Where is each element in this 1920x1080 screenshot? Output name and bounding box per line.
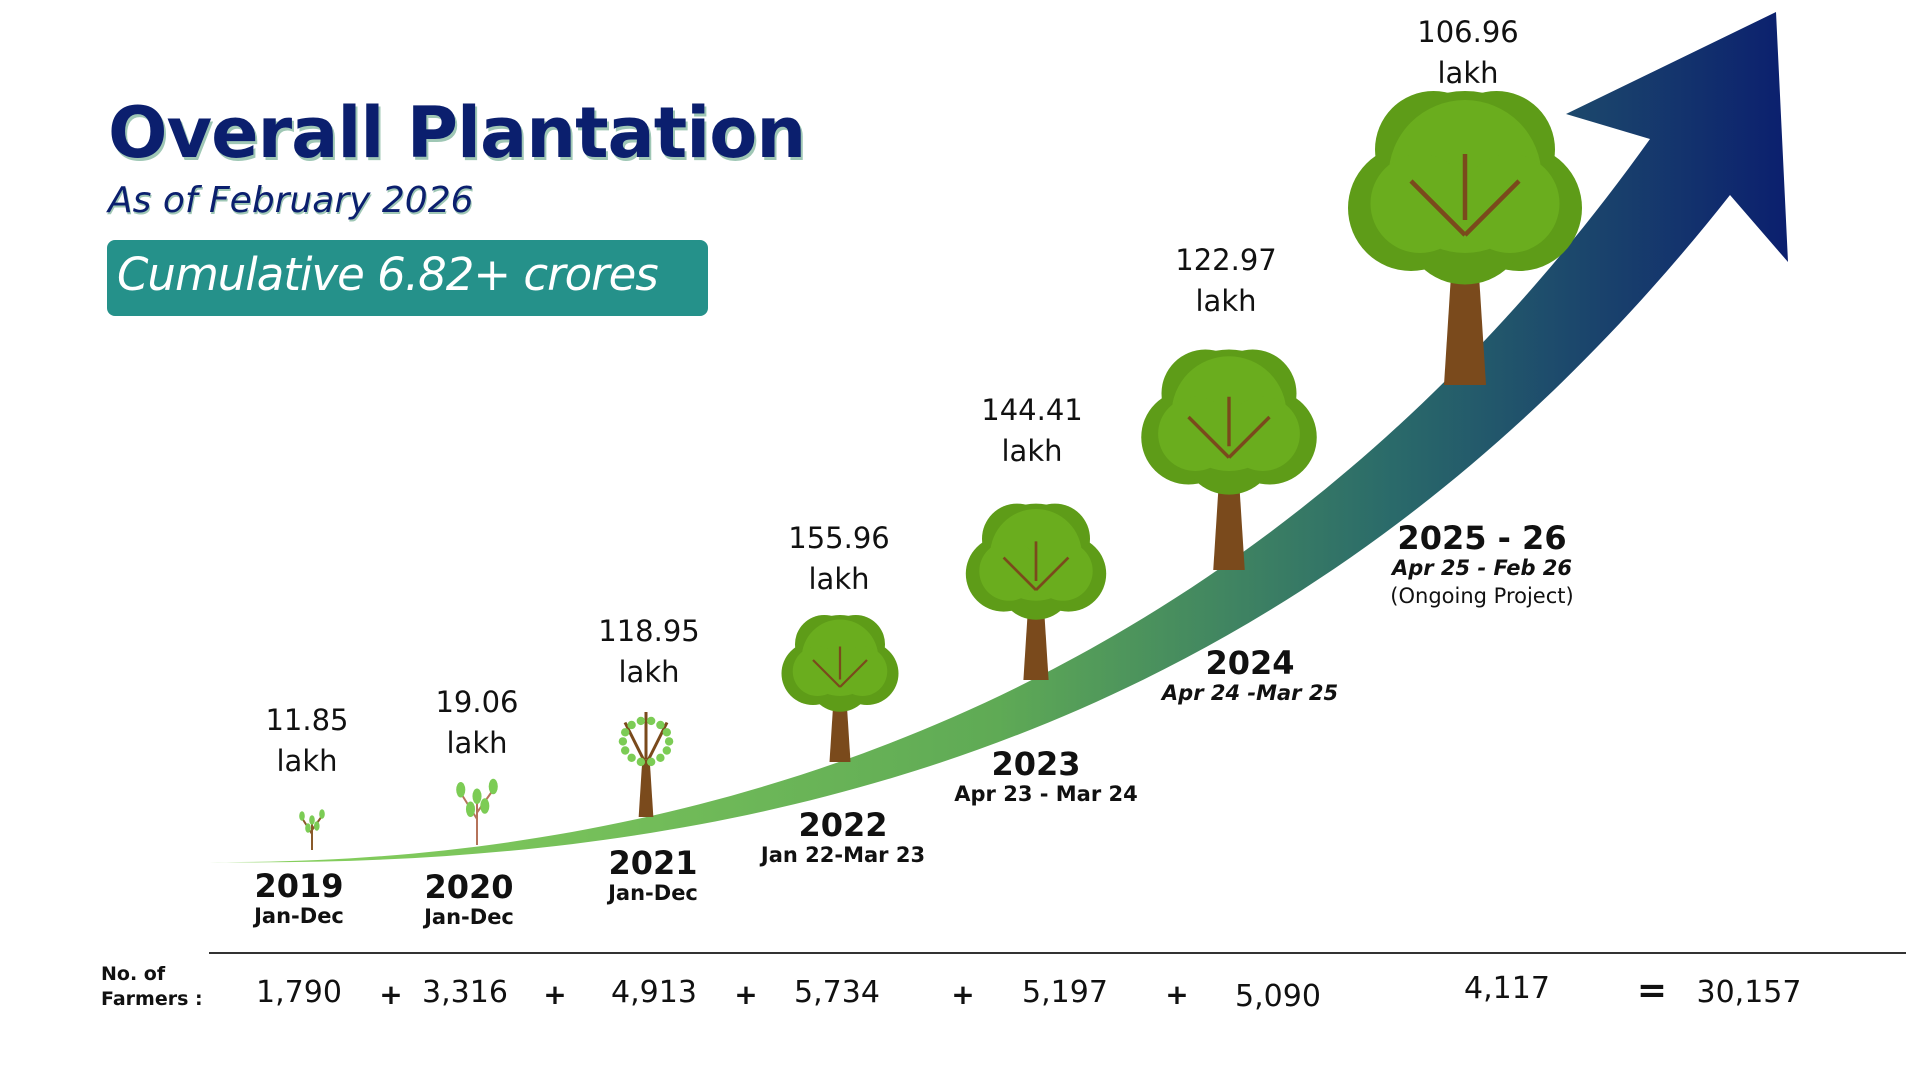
plus-sign: + xyxy=(951,978,975,1011)
value-unit: lakh xyxy=(618,655,680,689)
period-year: 2022 xyxy=(798,806,888,844)
farmer-count: 5,734 xyxy=(794,975,880,1010)
tree-tree-icon xyxy=(1141,349,1317,570)
farmer-count: 4,913 xyxy=(611,975,697,1010)
plus-sign: + xyxy=(543,978,567,1011)
value-unit: lakh xyxy=(1195,284,1257,318)
period-year: 2021 xyxy=(608,844,698,882)
value-unit: lakh xyxy=(276,744,338,778)
farmers-total: 30,157 xyxy=(1696,975,1802,1010)
farmer-count: 1,790 xyxy=(256,975,342,1010)
growth-arrow xyxy=(209,12,1788,863)
equals-sign: = xyxy=(1636,970,1668,1011)
plantation-value: 19.06 xyxy=(435,685,519,719)
period-range: Apr 23 - Mar 24 xyxy=(954,782,1138,806)
value-unit: lakh xyxy=(446,726,508,760)
period-note: (Ongoing Project) xyxy=(1390,584,1574,608)
tree-sprout-icon xyxy=(299,809,325,850)
plantation-value: 144.41 xyxy=(981,393,1083,427)
period-year: 2020 xyxy=(424,868,514,906)
plantation-value: 106.96 xyxy=(1417,15,1519,49)
plantation-value: 122.97 xyxy=(1175,243,1277,277)
page-subtitle: As of February 2026 xyxy=(108,180,474,221)
plus-sign: + xyxy=(734,978,758,1011)
page-title: Overall Plantation xyxy=(108,92,806,174)
plus-sign: + xyxy=(1165,978,1189,1011)
value-unit: lakh xyxy=(808,562,870,596)
farmers-label-line1: No. of xyxy=(101,963,166,985)
farmers-label-line2: Farmers : xyxy=(101,988,203,1010)
cumulative-badge: Cumulative 6.82+ crores xyxy=(107,240,708,316)
plantation-value: 11.85 xyxy=(265,703,349,737)
period-year: 2019 xyxy=(254,867,344,905)
period-year: 2023 xyxy=(991,745,1081,783)
plantation-value: 155.96 xyxy=(788,521,890,555)
farmer-count: 5,090 xyxy=(1235,979,1321,1014)
period-range: Apr 24 -Mar 25 xyxy=(1161,681,1339,705)
farmer-count: 4,117 xyxy=(1464,971,1550,1006)
period-range: Jan-Dec xyxy=(424,905,514,929)
period-year: 2024 xyxy=(1205,644,1295,682)
farmer-count: 5,197 xyxy=(1022,975,1108,1010)
tree-sapling-icon xyxy=(456,778,498,845)
plus-sign: + xyxy=(379,978,403,1011)
value-unit: lakh xyxy=(1437,56,1499,90)
tree-large-tree-icon xyxy=(1348,91,1582,385)
tree-tree-icon xyxy=(781,615,899,762)
period-year: 2025 - 26 xyxy=(1397,519,1567,557)
value-unit: lakh xyxy=(1001,434,1063,468)
plantation-value: 118.95 xyxy=(598,614,700,648)
tree-young-tree-icon xyxy=(618,712,674,817)
period-range: Jan-Dec xyxy=(254,904,344,928)
tree-tree-icon xyxy=(965,503,1107,680)
farmers-label: No. of Farmers : xyxy=(101,962,203,1012)
period-range: Apr 25 - Feb 26 xyxy=(1391,556,1573,580)
period-range: Jan-Dec xyxy=(608,881,698,905)
divider-line xyxy=(209,952,1906,954)
period-range: Jan 22-Mar 23 xyxy=(760,843,926,867)
farmer-count: 3,316 xyxy=(422,975,508,1010)
